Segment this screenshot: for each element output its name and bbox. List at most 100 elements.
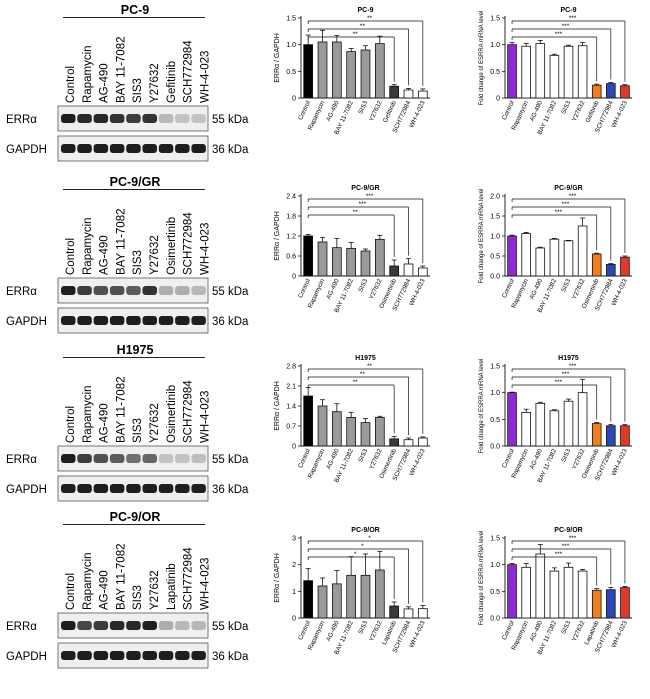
- blot-band: [77, 621, 92, 630]
- significance-mark: *: [354, 551, 357, 558]
- bar: [549, 54, 560, 99]
- bar: [606, 425, 616, 447]
- bar: [620, 256, 630, 277]
- blot-band: [77, 286, 92, 295]
- lane-label: WH-4-023: [199, 558, 211, 610]
- blot-band: [61, 484, 76, 493]
- y-tick-label: 0.0: [490, 274, 500, 281]
- bar: [403, 263, 414, 277]
- bar: [591, 253, 602, 277]
- x-tick-label: Y27632: [368, 277, 384, 300]
- significance-mark: **: [367, 15, 373, 22]
- blot-band: [191, 651, 206, 660]
- bar-chart-3: PC-9/GR Fold change of ESRRA mRNA level 0.…: [479, 185, 632, 314]
- blot-title: H1975: [117, 343, 154, 357]
- lane-label: Rapamycin: [82, 217, 94, 275]
- blot-title: PC-9: [121, 3, 150, 17]
- blot-band: [61, 651, 76, 660]
- significance-mark: **: [360, 23, 366, 30]
- blot-row-label: ERRα: [6, 286, 37, 298]
- significance-mark: ***: [562, 371, 570, 378]
- blot-band: [191, 114, 206, 123]
- lane-label: AG-490: [99, 570, 111, 610]
- lane-label: WH-4-023: [199, 223, 211, 275]
- blot-row-label: ERRα: [6, 114, 37, 126]
- blot-band: [126, 114, 141, 123]
- lane-label: WH-4-023: [199, 51, 211, 103]
- significance-mark: ***: [555, 379, 563, 386]
- bar: [591, 84, 602, 99]
- blot-band: [191, 454, 206, 463]
- y-tick-label: 2.4: [286, 194, 296, 201]
- blot-band: [175, 286, 190, 295]
- significance-mark: ***: [359, 201, 367, 208]
- lane-label: SCH772984: [183, 380, 195, 443]
- blot-panel-2: H1975 Control Rapamycin AG-490 BAY 11-7082 SI…: [6, 343, 249, 502]
- x-tick-label: AG-490: [325, 619, 341, 642]
- blot-band: [93, 621, 109, 630]
- significance-mark: ***: [555, 31, 563, 38]
- lane-label: BAY 11-7082: [115, 37, 127, 104]
- x-tick-label: Control: [501, 448, 516, 469]
- x-tick-label: Y27632: [368, 447, 384, 470]
- blot-band: [109, 286, 125, 295]
- blot-band: [175, 316, 190, 325]
- bar: [389, 605, 400, 619]
- y-tick-label: 2: [292, 562, 296, 569]
- x-tick-label: Y27632: [368, 619, 384, 642]
- bar: [577, 225, 588, 277]
- blot-title: PC-9/OR: [110, 510, 161, 524]
- lane-label: Osimertinib: [166, 385, 178, 443]
- bar: [317, 41, 328, 99]
- bar: [317, 241, 328, 277]
- bar: [374, 43, 385, 99]
- blot-band: [158, 621, 174, 630]
- bar: [563, 240, 574, 277]
- x-tick-label: SIS3: [357, 447, 369, 463]
- y-tick-label: 1.0: [286, 42, 296, 49]
- y-axis-label: Fold change of ESRRA mRNA level: [479, 189, 485, 284]
- bar: [303, 395, 314, 447]
- blot-band: [191, 144, 206, 153]
- lane-label: Control: [65, 66, 77, 103]
- y-tick-label: 1.0: [490, 562, 500, 569]
- lane-label: Rapamycin: [82, 45, 94, 103]
- blot-band: [109, 316, 125, 325]
- x-tick-label: AG-490: [325, 99, 341, 122]
- bar: [577, 392, 588, 447]
- bar: [577, 45, 588, 99]
- bar: [563, 45, 574, 99]
- blot-row-label: GAPDH: [6, 484, 47, 496]
- blot-band: [109, 621, 125, 630]
- blot-band: [93, 316, 109, 325]
- chart-title: PC-9/GR: [554, 185, 582, 192]
- x-tick-label: AG-490: [325, 447, 341, 470]
- blot-band: [77, 144, 92, 153]
- blot-band: [93, 651, 109, 660]
- bar: [331, 41, 342, 99]
- y-tick-label: 1.0: [490, 234, 500, 241]
- bar: [331, 583, 342, 619]
- significance-mark: ***: [555, 209, 563, 216]
- blot-row-label: GAPDH: [6, 316, 47, 328]
- blot-band: [158, 286, 174, 295]
- chart-title: PC-9: [561, 7, 577, 14]
- x-tick-label: SIS3: [560, 447, 572, 463]
- bar: [403, 608, 414, 619]
- blot-band: [77, 114, 92, 123]
- blot-band: [126, 621, 141, 630]
- x-tick-label: Control: [501, 100, 516, 121]
- x-tick-label: SIS3: [357, 277, 369, 293]
- bar: [521, 566, 531, 619]
- bar: [417, 608, 428, 619]
- bar: [591, 423, 602, 447]
- lane-label: SCH772984: [183, 40, 195, 103]
- blot-band: [191, 621, 206, 630]
- blot-band: [191, 316, 206, 325]
- blot-band: [142, 454, 157, 463]
- significance-mark: **: [353, 379, 359, 386]
- lane-label: Y27632: [149, 570, 161, 610]
- y-tick-label: 1.2: [286, 234, 296, 241]
